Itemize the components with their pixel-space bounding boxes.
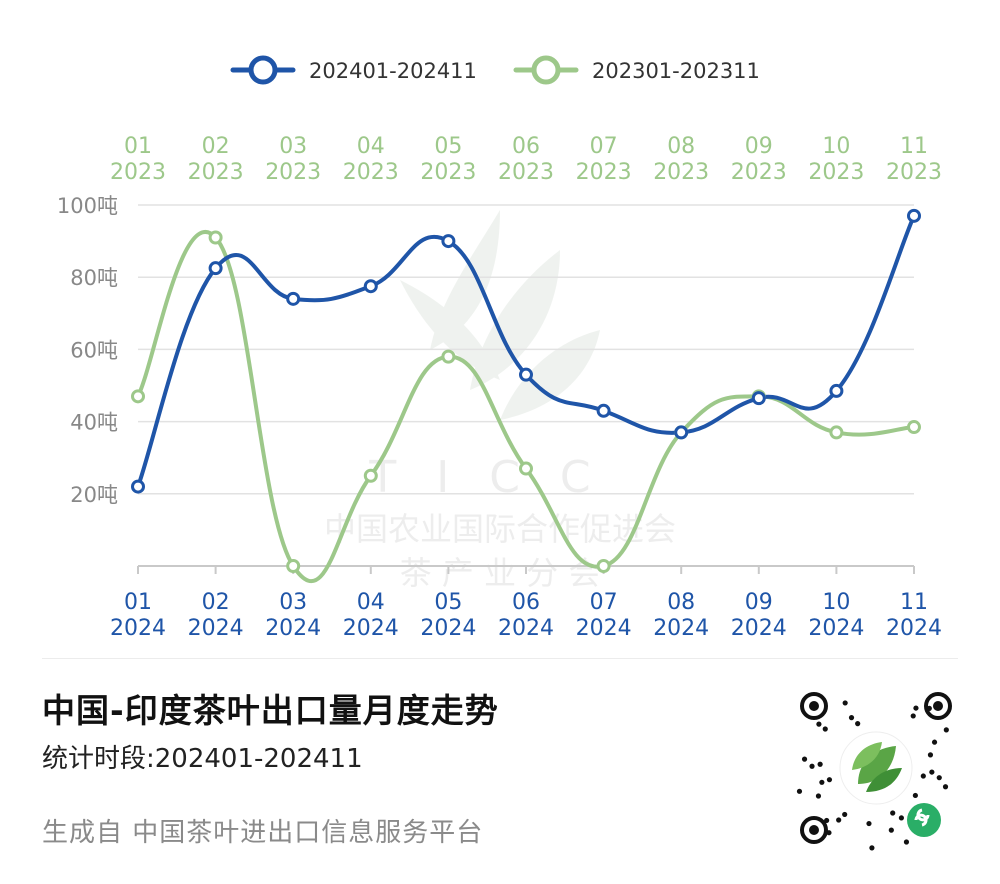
watermark-org-line2: 茶 产 业 分 会: [400, 554, 601, 592]
divider: [42, 658, 958, 659]
x-bottom-month: 09: [745, 590, 773, 615]
x-top-month: 05: [434, 134, 462, 159]
x-top-month: 04: [357, 134, 385, 159]
data-point-series-1: [519, 367, 533, 382]
series-lines: [136, 213, 916, 584]
x-top-year: 2023: [188, 160, 244, 185]
x-bottom-month: 05: [434, 590, 462, 615]
x-bottom-month: 02: [202, 590, 230, 615]
legend-label: 202301-202311: [592, 59, 760, 83]
data-point-series-2: [131, 389, 145, 404]
y-tick-label: 40吨: [70, 411, 118, 435]
x-top-month: 10: [822, 134, 850, 159]
chart-title: 中国-印度茶叶出口量月度走势: [42, 691, 499, 730]
x-bottom-month: 04: [357, 590, 385, 615]
y-tick-label: 100吨: [57, 194, 118, 218]
y-tick-label: 20吨: [70, 483, 118, 507]
data-point-series-1: [363, 279, 378, 294]
data-point-series-2: [363, 468, 378, 483]
y-axis-labels: 20吨 40吨 60吨 80吨 100吨: [57, 194, 118, 507]
y-tick-label: 80吨: [70, 266, 118, 290]
x-bottom-year: 2024: [576, 616, 632, 641]
x-bottom-year: 2024: [110, 616, 166, 641]
x-top-year: 2023: [420, 160, 476, 185]
x-bottom-month: 03: [279, 590, 307, 615]
x-top-month: 02: [202, 134, 230, 159]
data-point-series-1: [907, 208, 921, 223]
x-top-year: 2023: [343, 160, 399, 185]
data-point-series-1: [441, 234, 456, 249]
x-axis-top-labels: 0120230220230320230420230520230620230720…: [110, 134, 942, 185]
x-top-month: 01: [124, 134, 152, 159]
x-top-year: 2023: [576, 160, 632, 185]
x-axis-bottom-labels: 0120240220240320240420240520240620240720…: [110, 590, 942, 641]
data-point-series-2: [596, 559, 611, 573]
x-top-month: 06: [512, 134, 540, 159]
x-bottom-month: 01: [124, 590, 152, 615]
x-bottom-year: 2024: [731, 616, 787, 641]
x-bottom-month: 08: [667, 590, 695, 615]
data-point-series-2: [829, 425, 844, 440]
series-line-2: [136, 230, 916, 584]
x-bottom-year: 2024: [265, 616, 321, 641]
x-bottom-year: 2024: [343, 616, 399, 641]
data-point-series-2: [519, 461, 533, 476]
data-point-series-2: [907, 420, 921, 435]
y-tick-label: 60吨: [70, 338, 118, 362]
data-point-series-1: [751, 391, 766, 406]
data-point-series-1: [674, 425, 689, 440]
legend-item-1[interactable]: 202401-202411: [230, 55, 477, 85]
series-line-1: [136, 213, 916, 489]
data-point-series-1: [131, 479, 145, 494]
chart-period: 统计时段:202401-202411: [42, 744, 363, 774]
legend-label: 202401-202411: [309, 59, 477, 83]
x-top-year: 2023: [110, 160, 166, 185]
x-top-year: 2023: [808, 160, 864, 185]
watermark-org-line1: 中国农业国际合作促进会: [324, 510, 676, 548]
x-top-month: 07: [590, 134, 618, 159]
x-top-year: 2023: [498, 160, 554, 185]
watermark-mark: TICC: [368, 452, 630, 503]
grid: [138, 204, 914, 495]
source-note: 生成自 中国茶叶进出口信息服务平台: [42, 818, 484, 848]
x-bottom-month: 07: [590, 590, 618, 615]
legend-marker: [248, 55, 278, 85]
x-bottom-month: 10: [822, 590, 850, 615]
x-top-year: 2023: [653, 160, 709, 185]
x-top-year: 2023: [886, 160, 942, 185]
data-point-series-1: [286, 291, 301, 306]
x-top-month: 03: [279, 134, 307, 159]
data-point-series-1: [829, 383, 844, 398]
x-top-month: 11: [900, 134, 928, 159]
x-bottom-year: 2024: [886, 616, 942, 641]
x-top-year: 2023: [731, 160, 787, 185]
legend-item-2[interactable]: 202301-202311: [513, 55, 760, 85]
watermark: TICC 中国农业国际合作促进会 茶 产 业 分 会: [324, 210, 676, 592]
data-point-series-1: [208, 261, 223, 276]
x-top-month: 08: [667, 134, 695, 159]
line-chart: TICC 中国农业国际合作促进会 茶 产 业 分 会 20吨 40吨 60吨 80吨 1…: [57, 55, 942, 641]
data-point-series-2: [208, 230, 223, 245]
x-bottom-month: 11: [900, 590, 928, 615]
data-point-series-2: [286, 559, 301, 573]
series-points: [131, 208, 921, 573]
mini-program-qr-code-icon[interactable]: [788, 680, 964, 856]
x-bottom-year: 2024: [188, 616, 244, 641]
data-point-series-2: [441, 349, 456, 364]
x-bottom-year: 2024: [653, 616, 709, 641]
x-axis: [137, 565, 915, 574]
x-bottom-year: 2024: [808, 616, 864, 641]
x-bottom-year: 2024: [498, 616, 554, 641]
x-top-year: 2023: [265, 160, 321, 185]
data-point-series-1: [596, 403, 611, 418]
x-bottom-year: 2024: [420, 616, 476, 641]
legend-marker: [531, 55, 561, 85]
x-top-month: 09: [745, 134, 773, 159]
legend[interactable]: 202401-202411 202301-202311: [230, 55, 760, 85]
x-bottom-month: 06: [512, 590, 540, 615]
